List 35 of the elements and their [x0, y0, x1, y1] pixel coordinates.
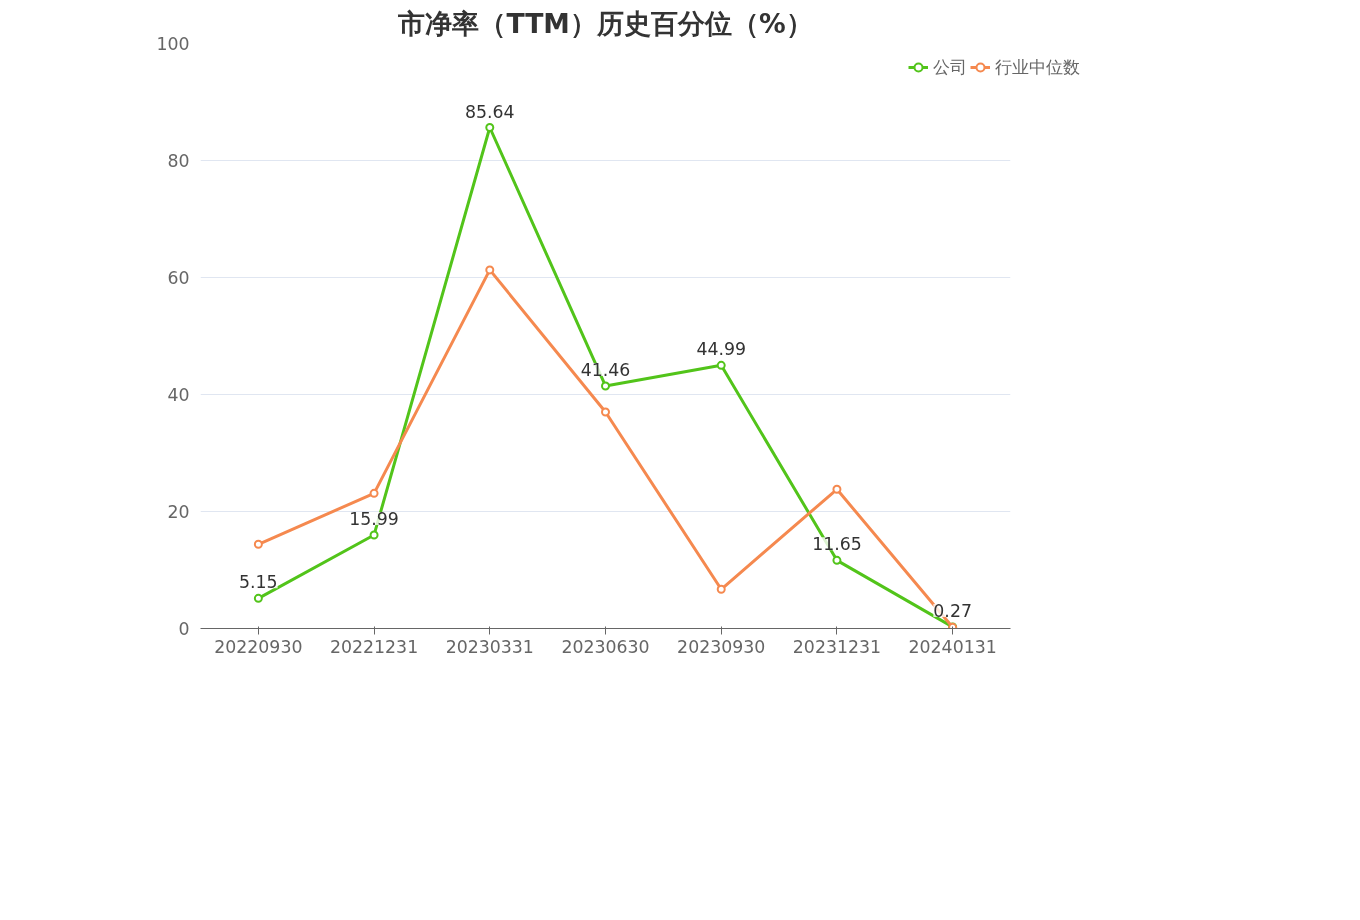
- y-tick-label: 80: [167, 151, 190, 171]
- x-tick-label: 20220930: [214, 636, 303, 657]
- data-label: 44.99: [696, 339, 747, 360]
- y-tick-label: 60: [167, 268, 190, 288]
- data-label: 11.65: [812, 534, 862, 555]
- y-tick-label: 40: [167, 385, 190, 405]
- chart-title: 市净率（TTM）历史百分位（%）: [397, 7, 813, 39]
- point: [601, 407, 610, 417]
- x-tick-label: 20230331: [445, 636, 534, 657]
- x-tick-label: 20240131: [908, 636, 997, 657]
- legend-label: 公司: [933, 56, 968, 79]
- data-label: 41.46: [580, 359, 631, 380]
- y-tick-label: 100: [156, 34, 190, 54]
- x-tick-label: 20230930: [677, 636, 766, 657]
- point: [369, 488, 379, 498]
- point: [485, 265, 495, 275]
- legend-label: 行业中位数: [995, 56, 1081, 79]
- x-tick-label: 20230630: [561, 636, 650, 657]
- y-tick-label: 0: [178, 619, 190, 639]
- point: [832, 555, 842, 565]
- x-tick-label: 20231231: [792, 636, 882, 657]
- x-tick-label: 20221231: [329, 636, 419, 657]
- point: [253, 593, 263, 603]
- point: [369, 530, 379, 540]
- y-tick-label: 20: [167, 502, 190, 522]
- point: [716, 584, 726, 594]
- data-label: 5.15: [239, 572, 278, 593]
- data-label: 85.64: [464, 101, 515, 122]
- point: [253, 539, 263, 549]
- point: [716, 360, 726, 370]
- data-label: 15.99: [349, 508, 399, 529]
- data-label: 0.27: [933, 600, 972, 621]
- point: [832, 484, 842, 494]
- point: [485, 123, 495, 132]
- point: [601, 381, 610, 391]
